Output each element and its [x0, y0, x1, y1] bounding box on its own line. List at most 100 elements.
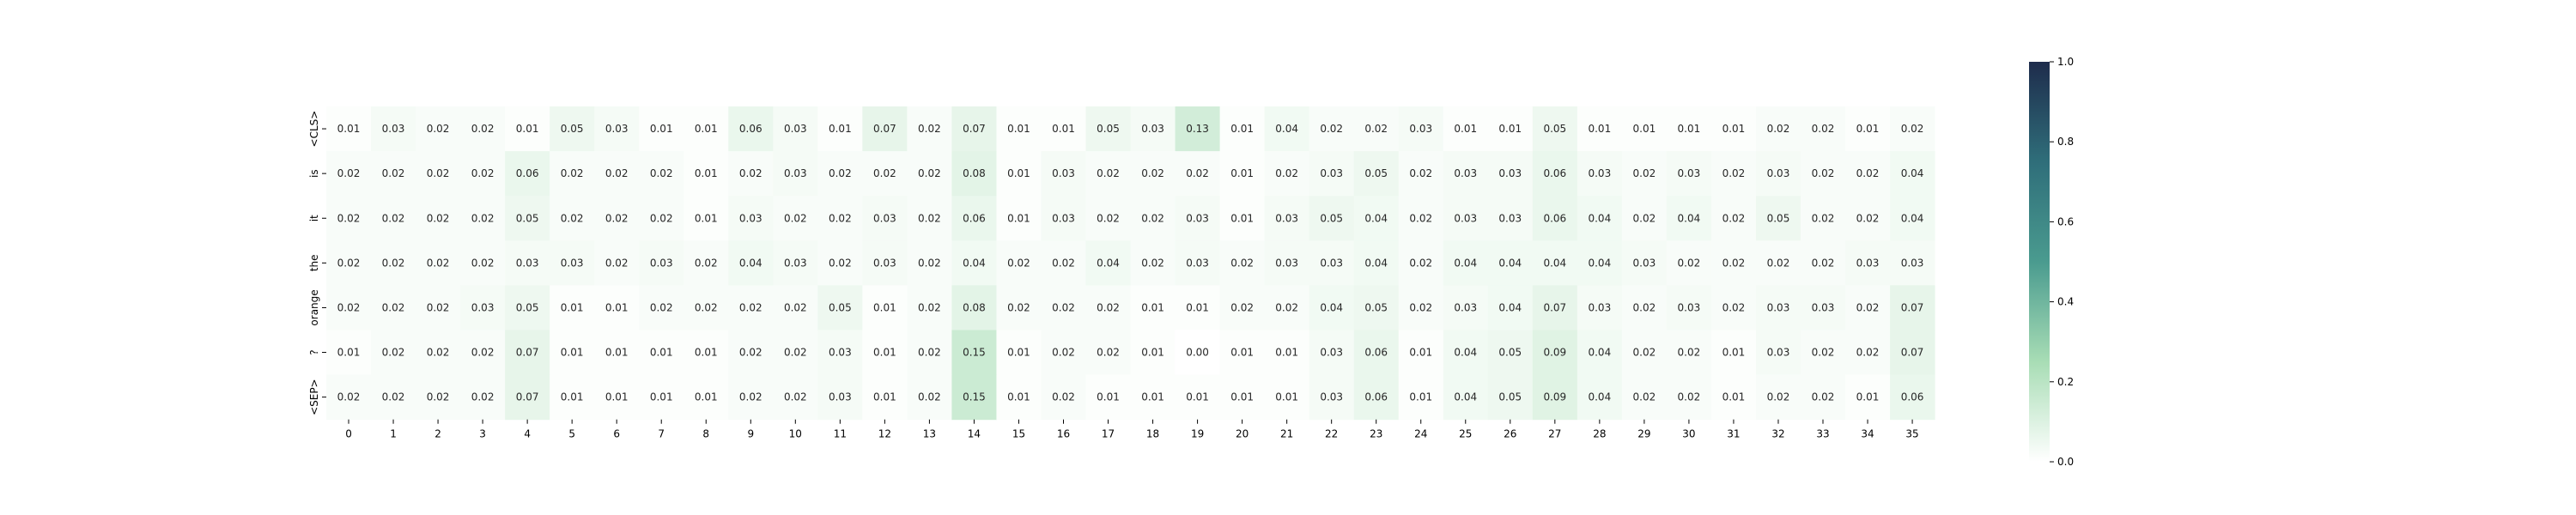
- cell-value-label: 0.02: [739, 391, 762, 403]
- heatmap-cell: [1577, 106, 1623, 152]
- heatmap-cell: [1264, 374, 1310, 421]
- cell-value-label: 0.03: [1320, 347, 1343, 359]
- heatmap-cell: [1353, 285, 1400, 330]
- x-tick-label: 6: [613, 428, 620, 440]
- cell-value-label: 0.02: [1097, 301, 1120, 313]
- heatmap-cell: [773, 285, 818, 330]
- heatmap-cell: [371, 240, 416, 286]
- heatmap-cell: [1443, 151, 1489, 197]
- cell-value-label: 0.06: [1364, 391, 1388, 403]
- heatmap-cell: [862, 330, 908, 376]
- heatmap-cell: [907, 330, 952, 376]
- heatmap-cell: [1219, 330, 1266, 376]
- cell-value-label: 0.02: [873, 167, 896, 179]
- cell-value-label: 0.02: [471, 257, 495, 269]
- cell-value-label: 0.02: [1141, 212, 1164, 224]
- cell-value-label: 0.09: [1543, 347, 1566, 359]
- heatmap-cell: [1264, 106, 1310, 152]
- y-tick-label: orange: [308, 289, 320, 325]
- heatmap-cell: [862, 285, 908, 330]
- x-tick-label: 0: [345, 428, 352, 440]
- cell-value-label: 0.01: [873, 301, 896, 313]
- colorbar-gradient: [2029, 62, 2050, 462]
- x-tick-label: 22: [1325, 428, 1338, 440]
- heatmap-cell: [460, 240, 506, 286]
- cell-value-label: 0.02: [1856, 301, 1880, 313]
- heatmap-cell: [1041, 196, 1087, 241]
- x-tick-label: 13: [923, 428, 936, 440]
- x-tick-label: 18: [1146, 428, 1159, 440]
- cell-value-label: 0.02: [1856, 167, 1880, 179]
- cell-value-label: 0.01: [1186, 301, 1209, 313]
- cell-value-label: 0.03: [784, 167, 807, 179]
- cell-value-label: 0.02: [337, 391, 361, 403]
- heatmap-cell: [1710, 196, 1757, 241]
- cell-value-label: 0.01: [650, 347, 673, 359]
- cell-value-label: 0.05: [1097, 123, 1120, 135]
- heatmap-cell: [951, 151, 997, 197]
- heatmap-cell: [1487, 106, 1534, 152]
- colorbar-tick-label: 0.2: [2057, 376, 2074, 388]
- heatmap-cell: [639, 106, 684, 152]
- heatmap-cell: [1845, 196, 1891, 241]
- cell-value-label: 0.04: [1588, 257, 1611, 269]
- cell-value-label: 0.07: [516, 347, 539, 359]
- cell-value-label: 0.01: [516, 123, 539, 135]
- heatmap-cell: [639, 330, 684, 376]
- cell-value-label: 0.07: [963, 123, 986, 135]
- heatmap-cell: [594, 374, 640, 421]
- cell-value-label: 0.04: [1097, 257, 1120, 269]
- heatmap-cell: [1666, 285, 1712, 330]
- heatmap-cell: [728, 374, 774, 421]
- cell-value-label: 0.03: [829, 391, 852, 403]
- heatmap-cell: [728, 106, 774, 152]
- heatmap-cell: [1219, 374, 1266, 421]
- cell-value-label: 0.03: [873, 212, 896, 224]
- heatmap-cell: [326, 285, 372, 330]
- heatmap-cell: [1800, 285, 1846, 330]
- cell-value-label: 0.02: [382, 391, 405, 403]
- cell-value-label: 0.02: [1812, 123, 1835, 135]
- heatmap-cell: [1130, 151, 1176, 197]
- cell-value-label: 0.02: [1633, 347, 1656, 359]
- heatmap-cell: [773, 196, 818, 241]
- cell-value-label: 0.02: [427, 167, 450, 179]
- heatmap-cell: [1532, 240, 1578, 286]
- cell-value-label: 0.02: [1722, 167, 1746, 179]
- heatmap-cell: [1577, 330, 1623, 376]
- heatmap-cell: [1264, 196, 1310, 241]
- cell-value-label: 0.02: [427, 301, 450, 313]
- heatmap-cell: [639, 151, 684, 197]
- heatmap-cell: [505, 240, 550, 286]
- x-tick-label: 14: [968, 428, 981, 440]
- heatmap-cell: [773, 240, 818, 286]
- heatmap-cell: [1621, 196, 1668, 241]
- cell-value-label: 0.01: [1588, 123, 1611, 135]
- heatmap-cell: [1487, 285, 1534, 330]
- heatmap-cell: [550, 240, 595, 286]
- heatmap-cell: [594, 285, 640, 330]
- heatmap-cell: [728, 285, 774, 330]
- heatmap-cell: [683, 196, 729, 241]
- cell-value-label: 0.02: [1767, 391, 1790, 403]
- colorbar-tick-label: 0.8: [2057, 136, 2074, 148]
- cell-value-label: 0.02: [1722, 301, 1746, 313]
- cell-value-label: 0.03: [1767, 167, 1790, 179]
- heatmap-cell: [1175, 106, 1221, 152]
- cell-value-label: 0.07: [1543, 301, 1566, 313]
- heatmap-cell: [594, 106, 640, 152]
- cell-value-label: 0.02: [1767, 123, 1790, 135]
- heatmap-cell: [1577, 285, 1623, 330]
- cell-value-label: 0.04: [1678, 212, 1701, 224]
- cell-value-label: 0.02: [471, 391, 495, 403]
- cell-value-label: 0.01: [1186, 391, 1209, 403]
- cell-value-label: 0.15: [963, 347, 986, 359]
- cell-value-label: 0.02: [1141, 167, 1164, 179]
- heatmap-cell: [1353, 330, 1400, 376]
- cell-value-label: 0.02: [739, 347, 762, 359]
- heatmap-cell: [1621, 374, 1668, 421]
- cell-value-label: 0.03: [1052, 167, 1075, 179]
- x-tick-label: 9: [747, 428, 754, 440]
- heatmap-cell: [683, 374, 729, 421]
- cell-value-label: 0.03: [561, 257, 584, 269]
